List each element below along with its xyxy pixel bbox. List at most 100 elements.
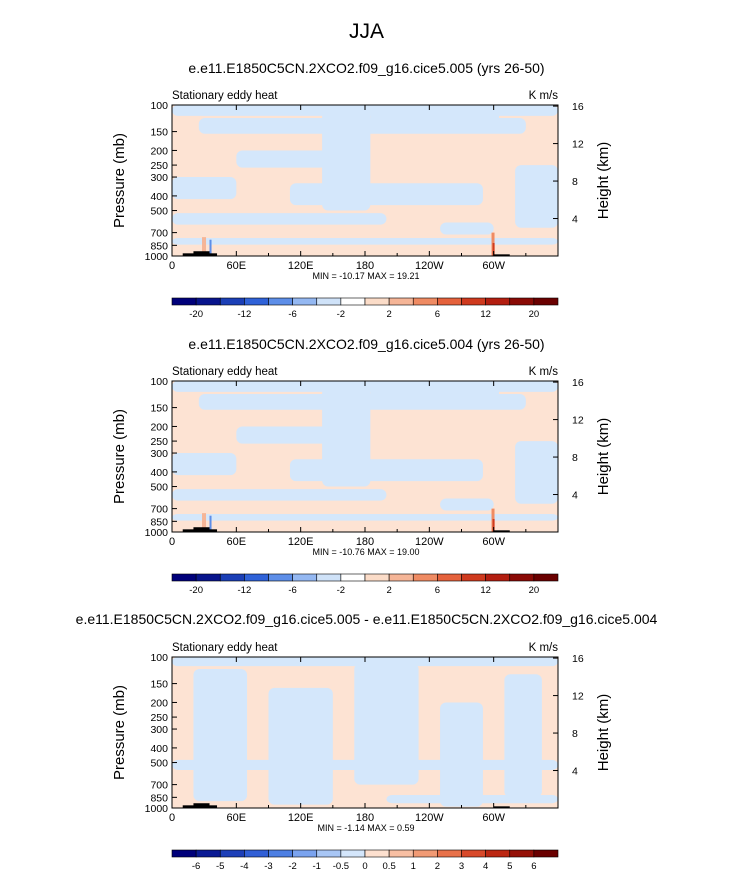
colorbar-swatch <box>388 849 414 858</box>
x-tick-label: 60W <box>482 260 505 272</box>
y-right-tick-label: 16 <box>572 377 584 389</box>
colorbar-label: 6 <box>435 585 440 596</box>
x-tick-label: 60W <box>482 536 505 548</box>
field-negative <box>515 165 558 228</box>
y-right-tick-label: 4 <box>572 766 578 778</box>
panel-title: e.e11.E1850C5CN.2XCO2.f09_g16.cice5.004 … <box>188 336 544 352</box>
x-tick-label: 180 <box>356 260 374 272</box>
x-tick-label: 0 <box>169 260 175 272</box>
colorbar-swatch <box>219 849 245 858</box>
colorbar-label: -20 <box>189 585 203 596</box>
topography-mask <box>193 251 210 256</box>
colorbar-swatch <box>292 849 318 858</box>
x-tick-label: 120W <box>415 812 444 824</box>
colorbar-label: 12 <box>480 309 491 320</box>
y-tick-label: 100 <box>150 100 168 112</box>
panel-subtitle: Stationary eddy heat <box>172 366 278 378</box>
colorbar-label: -2 <box>337 585 345 596</box>
colorbar-swatch <box>171 573 197 582</box>
colorbar-swatch <box>509 297 535 306</box>
colorbar-swatch <box>461 573 486 582</box>
colorbar-swatch <box>437 573 462 582</box>
figure-title: JJA <box>348 20 384 43</box>
colorbar-swatch <box>292 297 318 306</box>
colorbar-label: -2 <box>288 861 296 872</box>
colorbar-swatch <box>171 297 197 306</box>
colorbar-label: -6 <box>288 309 296 320</box>
field-negative <box>289 183 483 206</box>
x-tick-label: 60E <box>227 536 247 548</box>
x-tick-label: 120E <box>288 260 314 272</box>
y-tick-label: 100 <box>150 376 168 388</box>
colorbar-label: 2 <box>435 861 440 872</box>
field-negative <box>322 111 371 211</box>
y-tick-label: 500 <box>150 206 168 218</box>
min-max-stats: MIN = -1.14 MAX = 0.59 <box>317 823 414 833</box>
y-right-tick-label: 8 <box>572 728 578 740</box>
colorbar-swatch <box>412 297 438 306</box>
colorbar-swatch <box>292 573 318 582</box>
colorbar-swatch <box>195 849 221 858</box>
colorbar-swatch <box>412 849 438 858</box>
topography-mask <box>493 254 510 256</box>
field-negative <box>515 441 558 504</box>
field-peak <box>202 513 207 532</box>
colorbar-swatch <box>244 573 269 582</box>
colorbar-swatch <box>340 297 366 306</box>
field-negative <box>289 459 483 482</box>
colorbar-swatch <box>219 573 245 582</box>
min-max-stats: MIN = -10.76 MAX = 19.00 <box>312 547 419 557</box>
colorbar-swatch <box>533 297 559 306</box>
colorbar-label: 2 <box>386 309 391 320</box>
colorbar-swatch <box>171 849 197 858</box>
y-right-tick-label: 8 <box>572 452 578 464</box>
y-right-axis-label: Height (km) <box>595 418 612 496</box>
field-negative <box>440 702 483 807</box>
field-negative <box>193 668 248 802</box>
field-negative <box>172 514 558 521</box>
y-tick-label: 700 <box>150 780 168 792</box>
x-tick-label: 120W <box>415 536 444 548</box>
y-right-tick-label: 12 <box>572 139 584 151</box>
colorbar-label: 20 <box>529 585 540 596</box>
colorbar-label: 3 <box>459 861 464 872</box>
x-tick-label: 60W <box>482 812 505 824</box>
colorbar-label: -6 <box>192 861 200 872</box>
x-tick-label: 0 <box>169 536 175 548</box>
y-tick-label: 150 <box>150 403 168 415</box>
y-right-tick-label: 12 <box>572 415 584 427</box>
topography-mask <box>193 527 210 532</box>
colorbar-label: -4 <box>240 861 248 872</box>
colorbar-swatch <box>364 297 390 306</box>
colorbar-swatch <box>316 573 342 582</box>
y-right-tick-label: 12 <box>572 691 584 703</box>
y-tick-label: 300 <box>150 724 168 736</box>
field-negative <box>172 453 237 476</box>
y-tick-label: 150 <box>150 679 168 691</box>
y-axis-label: Pressure (mb) <box>111 685 128 780</box>
colorbar-swatch <box>268 297 293 306</box>
colorbar-swatch <box>316 297 342 306</box>
colorbar-label: -0.5 <box>333 861 349 872</box>
x-tick-label: 60E <box>227 260 247 272</box>
colorbar-swatch <box>340 849 366 858</box>
y-tick-label: 1000 <box>145 251 169 263</box>
field-negative <box>504 674 542 798</box>
colorbar-label: -2 <box>337 309 345 320</box>
colorbar-swatch <box>195 297 221 306</box>
field-negative <box>440 498 494 511</box>
colorbar-label: -3 <box>264 861 272 872</box>
colorbar-swatch <box>509 849 535 858</box>
colorbar-label: 1 <box>411 861 416 872</box>
y-tick-label: 250 <box>150 436 168 448</box>
y-tick-label: 200 <box>150 145 168 157</box>
field-peak-core <box>492 518 495 532</box>
colorbar-label: 2 <box>386 585 391 596</box>
field-negative <box>440 222 494 235</box>
panel-units: K m/s <box>529 642 559 654</box>
y-right-tick-label: 16 <box>572 653 584 665</box>
colorbar-swatch <box>219 297 245 306</box>
field-negative <box>370 381 500 401</box>
colorbar-swatch <box>533 849 559 858</box>
